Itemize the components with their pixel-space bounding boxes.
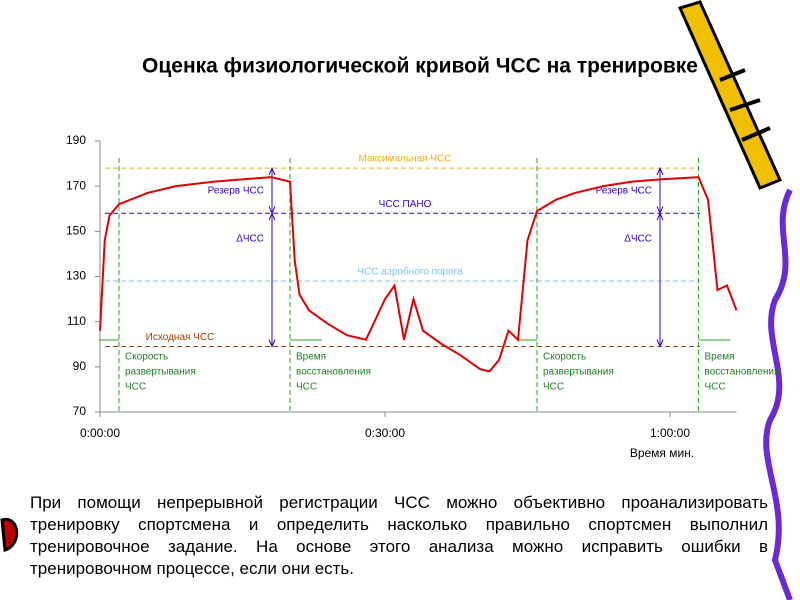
x-tick-label: 0:30:00 [365,426,405,440]
line [99,176,738,373]
y-tick-label: 90 [73,359,87,373]
phase-label: Время [705,352,735,363]
phase-label: Скорость [125,352,168,363]
y-tick-label: 130 [66,269,86,283]
phase-label: ЧСС [705,382,726,393]
y-tick-label: 150 [66,224,86,238]
phase-label: Скорость [543,352,586,363]
arrow-head [268,211,276,348]
phase-label: развертывания [543,367,614,378]
arrow-head [656,211,664,348]
y-tick-label: 110 [67,314,86,328]
phase-label: ЧСС [125,382,146,393]
annotation: ΔЧСС [624,234,652,245]
x-axis-label: Время мин. [630,446,694,460]
phase-label: восстановления [296,367,371,378]
paragraph: При помощи непрерывной регистрации ЧСС м… [30,493,768,578]
x-tick-label: 1:00:00 [650,426,690,440]
y-tick-label: 70 [73,404,87,418]
phase-label: ЧСС [543,382,564,393]
phase-label: Время [296,352,326,363]
phase-label: восстановления [705,367,780,378]
annotation: Резерв ЧСС [596,186,652,197]
corner-decoration [0,518,19,552]
pencil-stripes [719,68,771,142]
ribbon-decoration [763,188,793,600]
annotation: ΔЧСС [236,234,264,245]
reference-label: ЧСС аэробного порога [357,266,463,278]
pencil-decoration [677,0,783,190]
chart-title: Оценка физиологической кривой ЧСС на тре… [142,55,698,78]
phase-label: развертывания [125,367,196,378]
reference-label: Максимальная ЧСС [359,154,452,165]
reference-label: Исходная ЧСС [146,332,215,343]
y-tick-label: 190 [66,133,86,147]
annotation: Резерв ЧСС [208,186,264,197]
x-tick-label: 0:00:00 [80,426,120,440]
reference-label: ЧСС ПАНО [379,199,432,210]
phase-label: ЧСС [296,382,317,393]
y-tick-label: 170 [66,178,86,192]
